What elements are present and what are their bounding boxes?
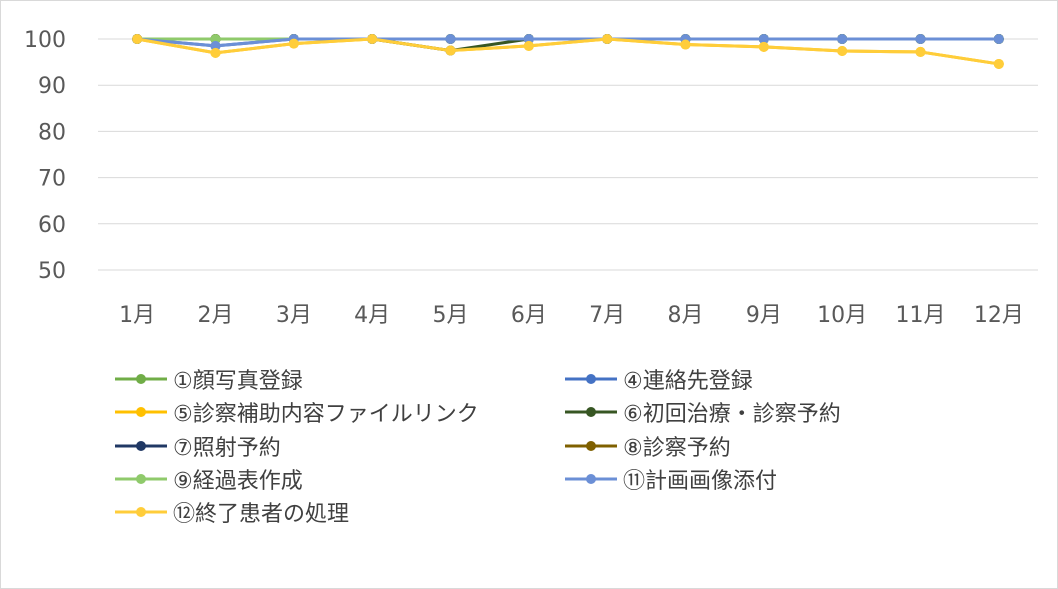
- x-tick-label: 8月: [668, 303, 704, 328]
- y-tick-label: 70: [38, 167, 66, 192]
- x-tick-label: 9月: [746, 303, 782, 328]
- x-tick-label: 12月: [974, 303, 1024, 328]
- x-tick-label: 11月: [896, 303, 946, 328]
- data-point: [758, 41, 769, 52]
- data-point: [993, 34, 1004, 44]
- data-point: [523, 34, 534, 44]
- y-tick-label: 60: [38, 213, 66, 238]
- data-point: [367, 34, 378, 44]
- data-point: [132, 34, 143, 44]
- data-point: [837, 46, 848, 57]
- series-line: [132, 34, 1004, 69]
- data-point: [758, 34, 769, 44]
- data-point: [993, 58, 1004, 69]
- x-tick-label: 4月: [354, 303, 390, 328]
- data-point: [210, 40, 221, 51]
- x-tick-label: 1月: [119, 303, 155, 328]
- series-path: [136, 37, 1000, 66]
- data-point: [915, 34, 926, 44]
- x-tick-label: 3月: [276, 303, 312, 328]
- x-tick-label: 6月: [511, 303, 547, 328]
- x-tick-label: 5月: [433, 303, 469, 328]
- x-tick-label: 2月: [198, 303, 234, 328]
- data-point: [210, 47, 221, 58]
- series-path: [137, 37, 999, 48]
- y-tick-label: 50: [38, 259, 66, 284]
- data-point: [680, 39, 691, 50]
- data-point: [445, 45, 456, 56]
- data-point: [837, 34, 848, 44]
- y-tick-label: 100: [24, 28, 66, 53]
- data-point: [445, 34, 456, 44]
- y-tick-label: 80: [38, 120, 66, 145]
- x-tick-label: 7月: [589, 303, 625, 328]
- y-tick-label: 90: [38, 74, 66, 99]
- x-tick-label: 10月: [817, 303, 867, 328]
- data-point: [288, 38, 299, 49]
- data-point: [602, 34, 613, 44]
- data-point: [523, 40, 534, 51]
- data-point: [210, 34, 221, 44]
- data-point: [915, 46, 926, 57]
